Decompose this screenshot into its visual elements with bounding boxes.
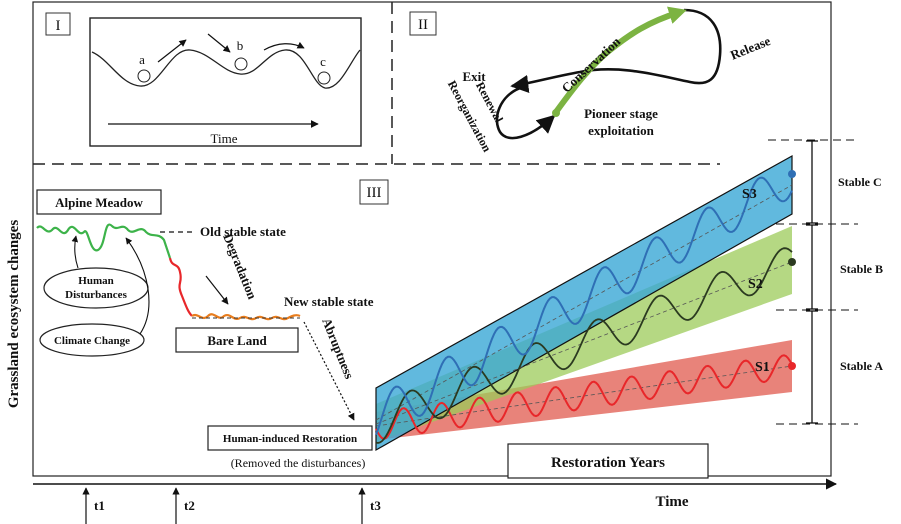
arrow-b-to-c [263, 41, 305, 51]
stable-c-bracket [806, 140, 818, 224]
arrow-b-down [207, 33, 231, 53]
y-axis-label: Grassland ecosystem changes [6, 220, 22, 408]
climate-change-arrow [125, 237, 150, 335]
ball-b-label: b [237, 38, 244, 53]
cycle-release-loop [510, 8, 722, 93]
ball-a-label: a [139, 52, 145, 67]
t2-label: t2 [184, 498, 195, 513]
x-axis-label: Time [655, 494, 688, 510]
exit-label: Exit [462, 69, 486, 84]
s2-centerline [375, 261, 793, 425]
t1-label: t1 [94, 498, 105, 513]
s3-centerline [375, 184, 793, 421]
cycle-renewal [495, 86, 556, 140]
restoration-years-label: Restoration Years [551, 455, 665, 471]
new-stable-label: New stable state [284, 294, 374, 309]
ball-b [234, 57, 248, 71]
panel-two: II Conservation Release Exit Renewal Reo… [409, 6, 773, 154]
cycle-conservation [553, 6, 687, 114]
pioneer-label-line1: Pioneer stage [584, 106, 658, 121]
s2-endpoint [788, 258, 796, 266]
panel-three-label-box [359, 179, 389, 205]
bare-land-box [175, 327, 299, 353]
release-label: Release [728, 33, 773, 63]
stable-b-label: Stable B [840, 262, 883, 276]
degradation-arrow [205, 275, 229, 305]
human-disturbances-line2: Disturbances [65, 289, 127, 301]
trajectory-s1 [375, 354, 793, 440]
band-s3 [376, 156, 792, 450]
human-restoration-label: Human-induced Restoration [223, 433, 357, 445]
human-disturbance-arrow [71, 235, 79, 269]
panel-three: III Grassland ecosystem changes Time t1 … [6, 139, 883, 524]
meadow-trajectory [36, 223, 172, 259]
abruptness-label: Abruptness [319, 316, 357, 381]
degradation-trajectory [168, 257, 193, 317]
pioneer-label-line2: exploitation [588, 123, 654, 138]
ball-c [317, 71, 331, 85]
panel-one: I a b c Time [45, 12, 362, 147]
s1-endpoint [788, 362, 796, 370]
trajectory-s2 [375, 247, 793, 444]
panel-two-label: II [418, 17, 428, 33]
panel-one-time-label: Time [211, 131, 238, 146]
panel-three-label: III [367, 185, 382, 201]
alpine-meadow-label: Alpine Meadow [55, 195, 143, 210]
arrow-a-to-b [157, 39, 187, 63]
bare-land-label: Bare Land [207, 333, 267, 348]
pioneer-point [552, 109, 560, 117]
degradation-label: Degradation [220, 231, 260, 302]
conservation-label: Conservation [559, 33, 624, 95]
trajectory-s3 [375, 176, 793, 436]
stable-b-bracket [806, 224, 818, 310]
panel-one-label-box [45, 12, 71, 36]
climate-change-ellipse [39, 323, 145, 357]
band-s1 [376, 340, 792, 440]
climate-change-label: Climate Change [54, 335, 130, 347]
restoration-years-box [507, 443, 709, 479]
panel-two-label-box [409, 11, 437, 36]
t3-label: t3 [370, 498, 381, 513]
ball-c-label: c [320, 54, 326, 69]
human-restoration-box [207, 425, 373, 451]
old-stable-label: Old stable state [200, 224, 286, 239]
human-disturbances-line1: Human [78, 275, 113, 287]
removed-disturbances-label: (Removed the disturbances) [231, 456, 366, 470]
alpine-meadow-box [36, 189, 162, 215]
s3-endpoint [788, 170, 796, 178]
human-disturbances-ellipse [43, 267, 149, 309]
s1-label: S1 [755, 360, 770, 375]
potential-landscape [91, 49, 361, 89]
stable-a-bracket [806, 310, 818, 424]
ball-a [137, 69, 151, 83]
stable-c-label: Stable C [838, 175, 882, 189]
panel-one-label: I [56, 18, 61, 34]
stable-a-label: Stable A [840, 359, 883, 373]
s3-label: S3 [742, 187, 757, 202]
s2-label: S2 [748, 277, 763, 292]
outer-frame [32, 1, 832, 477]
